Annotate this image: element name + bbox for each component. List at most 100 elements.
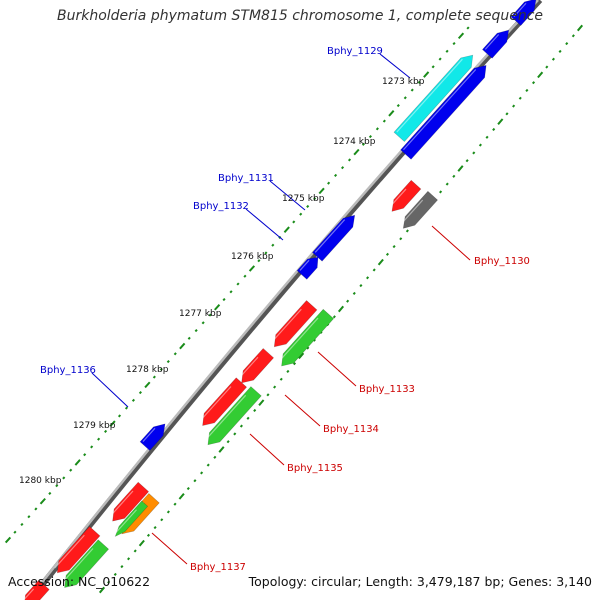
major-tick bbox=[298, 352, 305, 360]
major-tick bbox=[98, 586, 106, 594]
feature-red-bottom-1 bbox=[109, 481, 150, 522]
minor-tick bbox=[385, 252, 390, 256]
minor-tick bbox=[545, 65, 549, 69]
feature-red-bottom-3 bbox=[21, 579, 50, 600]
minor-tick bbox=[332, 315, 336, 319]
ruler-label: 1276 kbp bbox=[231, 252, 274, 262]
major-tick bbox=[283, 226, 290, 233]
major-tick bbox=[109, 420, 116, 427]
major-tick bbox=[377, 258, 384, 266]
major-tick bbox=[576, 24, 584, 32]
gene-label[interactable]: Bphy_1131 bbox=[218, 173, 274, 184]
feature-blue-top-2 bbox=[482, 29, 510, 59]
minor-tick bbox=[271, 243, 275, 247]
gene-label[interactable]: Bphy_1134 bbox=[323, 424, 379, 435]
minor-tick bbox=[306, 346, 310, 350]
minor-tick bbox=[292, 220, 296, 224]
ruler-label: 1275 kbp bbox=[282, 194, 325, 204]
minor-tick bbox=[120, 565, 124, 569]
minor-tick bbox=[90, 445, 94, 449]
minor-tick bbox=[327, 181, 331, 185]
major-tick bbox=[39, 497, 46, 505]
minor-tick bbox=[313, 197, 317, 201]
minor-tick bbox=[403, 96, 407, 100]
feature-green-bottom bbox=[61, 539, 110, 588]
feature-red-1133 bbox=[271, 300, 318, 348]
feature-red-1130 bbox=[389, 179, 422, 212]
minor-tick bbox=[417, 80, 421, 84]
major-tick bbox=[318, 187, 325, 195]
gene-label[interactable]: Bphy_1137 bbox=[190, 562, 246, 573]
minor-tick bbox=[445, 182, 449, 186]
minor-tick bbox=[399, 237, 403, 241]
minor-tick bbox=[565, 42, 569, 46]
minor-tick bbox=[55, 484, 59, 488]
minor-tick bbox=[312, 338, 316, 342]
minor-tick bbox=[382, 119, 386, 123]
minor-tick bbox=[97, 437, 101, 441]
gene-label[interactable]: Bphy_1136 bbox=[40, 365, 96, 376]
minor-tick bbox=[518, 96, 522, 100]
gene-features bbox=[21, 0, 537, 600]
major-tick bbox=[4, 536, 12, 544]
ruler-label: 1277 kbp bbox=[179, 309, 222, 319]
minor-tick bbox=[452, 41, 456, 46]
minor-tick bbox=[279, 377, 283, 381]
minor-tick bbox=[83, 453, 87, 457]
minor-tick bbox=[166, 510, 170, 514]
gene-label[interactable]: Bphy_1129 bbox=[327, 46, 383, 57]
minor-tick bbox=[160, 518, 164, 522]
major-tick bbox=[74, 459, 81, 466]
major-tick bbox=[179, 342, 186, 350]
feature-cyan-1129 bbox=[393, 54, 474, 142]
minor-tick bbox=[472, 151, 476, 155]
leader-line bbox=[317, 351, 357, 387]
major-tick bbox=[388, 110, 395, 117]
minor-tick bbox=[359, 284, 363, 288]
minor-tick bbox=[133, 549, 137, 553]
major-tick bbox=[457, 165, 464, 172]
leader-line bbox=[249, 433, 285, 466]
gene-label[interactable]: Bphy_1135 bbox=[287, 463, 343, 474]
minor-tick bbox=[340, 166, 345, 170]
accession-text: Accession: NC_010622 bbox=[8, 574, 151, 589]
minor-tick bbox=[346, 299, 350, 303]
gene-label[interactable]: Bphy_1132 bbox=[193, 201, 249, 212]
minor-tick bbox=[153, 525, 157, 530]
minor-tick bbox=[173, 352, 177, 356]
minor-tick bbox=[410, 88, 414, 92]
minor-tick bbox=[201, 321, 205, 325]
minor-tick bbox=[62, 476, 66, 480]
major-tick bbox=[337, 305, 345, 313]
minor-tick bbox=[266, 393, 270, 397]
leader-line bbox=[431, 225, 471, 261]
major-tick bbox=[214, 304, 221, 311]
minor-tick bbox=[107, 580, 111, 584]
label-leaders bbox=[91, 53, 471, 565]
feature-red-1134 bbox=[199, 377, 248, 426]
minor-tick bbox=[233, 432, 237, 436]
inner-dotted-ruler bbox=[98, 24, 584, 594]
feature-blue-1132 bbox=[296, 256, 319, 280]
minor-tick bbox=[286, 369, 290, 374]
gene-label[interactable]: Bphy_1133 bbox=[359, 384, 415, 395]
minor-tick bbox=[571, 34, 575, 38]
minor-tick bbox=[445, 49, 449, 53]
minor-tick bbox=[187, 336, 191, 340]
minor-tick bbox=[246, 416, 250, 420]
minor-tick bbox=[208, 313, 212, 317]
minor-tick bbox=[131, 398, 136, 402]
minor-tick bbox=[206, 463, 210, 467]
gene-label[interactable]: Bphy_1130 bbox=[474, 256, 530, 267]
ruler-label: 1278 kbp bbox=[126, 365, 169, 375]
minor-tick bbox=[200, 471, 204, 475]
ruler-label: 1280 kbp bbox=[19, 476, 62, 486]
minor-tick bbox=[485, 135, 489, 139]
minor-tick bbox=[392, 244, 396, 249]
major-tick bbox=[537, 71, 544, 79]
minor-tick bbox=[239, 424, 243, 428]
minor-tick bbox=[253, 408, 257, 413]
minor-tick bbox=[48, 491, 52, 496]
minor-tick bbox=[226, 440, 230, 444]
